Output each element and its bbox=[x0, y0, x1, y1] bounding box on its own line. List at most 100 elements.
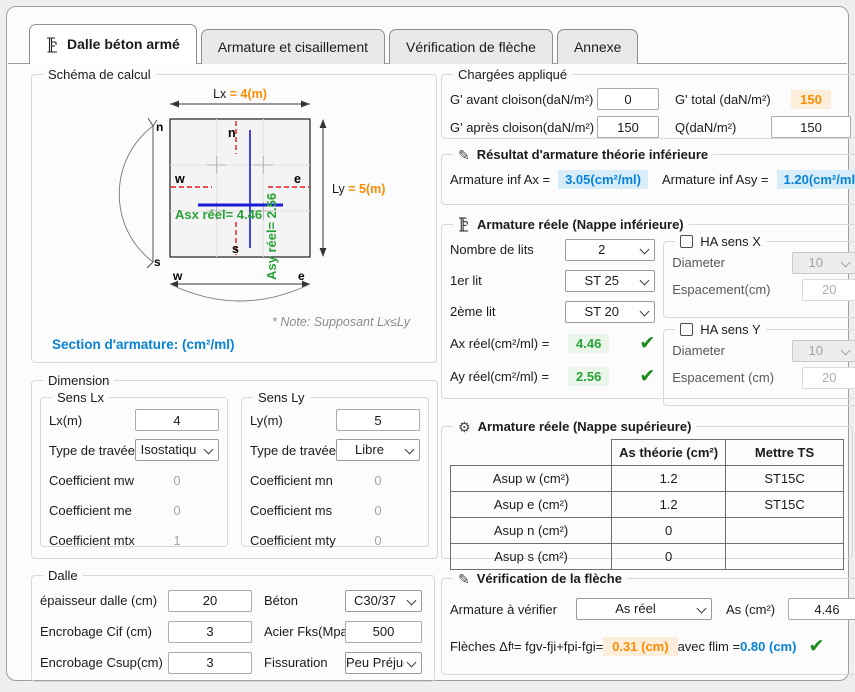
support-marks bbox=[171, 121, 309, 255]
diameter-y-label: Diameter bbox=[672, 343, 725, 358]
g-avant-input[interactable] bbox=[597, 88, 659, 110]
group-title: HA sens X bbox=[700, 234, 761, 249]
coef-mty-label: Coefficient mty bbox=[250, 532, 336, 548]
mettre-ts-value[interactable] bbox=[725, 517, 844, 544]
mettre-ts-value[interactable]: ST15C bbox=[725, 491, 844, 518]
travee-ly-select[interactable]: Libre bbox=[336, 439, 420, 461]
pencil-icon: ✎ bbox=[458, 570, 470, 587]
encrobage-csup-label: Encrobage Csup(cm) bbox=[40, 655, 163, 670]
lx-input[interactable] bbox=[135, 409, 219, 431]
bow-n-label: n bbox=[156, 120, 163, 134]
tab-label: Armature et cisaillement bbox=[217, 39, 368, 55]
fissuration-select[interactable]: Peu Préjud bbox=[345, 651, 422, 674]
rebar-icon bbox=[458, 217, 469, 232]
travee-ly-label: Type de travée bbox=[250, 442, 336, 458]
rebar-icon bbox=[47, 36, 57, 53]
as-theorie-value: 1.2 bbox=[611, 465, 727, 492]
as-theorie-value: 1.2 bbox=[611, 491, 727, 518]
epaisseur-input[interactable] bbox=[168, 589, 252, 612]
compass-n: n bbox=[228, 126, 236, 140]
formula-mid: = fgv-fji+fpi-fgi= bbox=[513, 638, 604, 654]
compass-s: s bbox=[232, 242, 239, 256]
bow-w-label: w bbox=[172, 269, 183, 283]
ha-sens-y-checkbox[interactable] bbox=[680, 323, 694, 336]
chevron-down-icon bbox=[637, 302, 654, 322]
chevron-down-icon bbox=[402, 440, 419, 460]
check-icon: ✔ bbox=[639, 366, 656, 387]
beton-label: Béton bbox=[264, 593, 298, 608]
nombre-lits-select[interactable]: 2 bbox=[565, 238, 656, 261]
tab-annexe[interactable]: Annexe bbox=[556, 29, 639, 64]
chevron-down-icon bbox=[838, 341, 855, 361]
group-title: Vérification de la flèche bbox=[476, 571, 622, 586]
coef-mn-value: 0 bbox=[374, 472, 382, 488]
lx-dimension-label: Lx = 4(m) bbox=[213, 87, 267, 101]
group-title: Chargées appliqué bbox=[458, 67, 568, 82]
mettre-ts-value[interactable]: ST15C bbox=[725, 465, 844, 492]
asy-reel-label: Asy réel= 2.56 bbox=[264, 193, 279, 280]
bow-e-label: e bbox=[298, 269, 305, 283]
armature-a-verifier-select[interactable]: As réel bbox=[576, 598, 712, 620]
coef-mw-label: Coefficient mw bbox=[49, 472, 135, 488]
lit2-label: 2ème lit bbox=[450, 304, 496, 319]
lit2-select[interactable]: ST 20 bbox=[565, 300, 656, 323]
ly-dimension-label: Ly = 5(m) bbox=[332, 182, 385, 196]
flim-value: 0.80 (cm) bbox=[740, 638, 797, 654]
slab-diagram: Lx = 4(m) Ly = 5(m) bbox=[118, 87, 385, 302]
flim-label: avec flim = bbox=[677, 638, 741, 654]
chevron-down-icon bbox=[404, 653, 421, 673]
formula-prefix: Flèches Δf bbox=[450, 638, 512, 654]
row-label: Asup e (cm²) bbox=[449, 491, 613, 518]
chevron-down-icon bbox=[838, 253, 855, 273]
fissuration-label: Fissuration bbox=[264, 655, 328, 670]
group-resultat-theorie: ✎ Résultat d'armature théorie inférieure … bbox=[441, 147, 855, 205]
q-input[interactable] bbox=[771, 116, 851, 138]
table-header-row: As théorie (cm²) Mettre TS bbox=[451, 439, 844, 466]
travee-lx-select[interactable]: Isostatiqu bbox=[135, 439, 219, 461]
group-ha-sens-y: HA sens Y Diameter 10 Espacement (cm) bbox=[663, 322, 855, 406]
ly-input[interactable] bbox=[336, 409, 420, 431]
tabstrip: Dalle béton armé Armature et cisaillemen… bbox=[29, 24, 639, 64]
nappe-superieure-table: As théorie (cm²) Mettre TS Asup w (cm²) … bbox=[449, 439, 844, 570]
encrobage-csup-input[interactable] bbox=[168, 651, 252, 674]
tab-verification-fleche[interactable]: Vérification de flèche bbox=[389, 29, 553, 64]
chevron-down-icon bbox=[637, 240, 654, 260]
delta-ft-value: 0.31 (cm) bbox=[603, 636, 678, 656]
group-verification-fleche: ✎ Vérification de la flèche Armature à vé… bbox=[441, 571, 855, 675]
coef-mtx-label: Coefficient mtx bbox=[49, 532, 135, 548]
g-total-value: 150 bbox=[791, 89, 831, 109]
table-row: Asup s (cm²) 0 bbox=[449, 543, 844, 570]
armature-inf-asy-value: 1.20(cm²/ml) bbox=[776, 169, 855, 189]
gear-icon: ⚙ bbox=[458, 418, 471, 435]
asx-reel-label: Asx réel= 4.46 bbox=[175, 207, 262, 222]
g-apres-input[interactable] bbox=[597, 116, 659, 138]
coef-ms-value: 0 bbox=[374, 502, 382, 518]
check-icon: ✔ bbox=[808, 635, 825, 657]
acier-input[interactable] bbox=[345, 620, 422, 643]
compass-w: w bbox=[174, 172, 185, 186]
ax-reel-label: Ax réel(cm²/ml) = bbox=[450, 336, 550, 351]
group-dimension: Dimension Sens Lx Lx(m) Type de travée I… bbox=[31, 373, 438, 559]
group-title: Armature réele (Nappe inférieure) bbox=[477, 217, 684, 232]
group-sens-ly: Sens Ly Ly(m) Type de travée Libre Coeff… bbox=[241, 390, 429, 548]
mettre-ts-value[interactable] bbox=[725, 543, 844, 570]
g-avant-label: G' avant cloison(daN/m²) bbox=[450, 91, 594, 107]
as-label: As (cm²) bbox=[726, 601, 776, 617]
fleche-formula: Flèches Δf t = fgv-fji+fpi-fgi= 0.31 (cm)… bbox=[450, 630, 855, 662]
lit1-select[interactable]: ST 25 bbox=[565, 269, 656, 292]
tab-armature-cisaillement[interactable]: Armature et cisaillement bbox=[200, 29, 385, 64]
chevron-down-icon bbox=[694, 599, 711, 619]
coef-me-value: 0 bbox=[173, 502, 181, 518]
g-total-label: G' total (daN/m²) bbox=[675, 91, 771, 107]
as-theorie-value: 0 bbox=[611, 543, 727, 570]
encrobage-cif-input[interactable] bbox=[168, 620, 252, 643]
pencil-icon: ✎ bbox=[458, 146, 470, 163]
travee-lx-label: Type de travée bbox=[49, 442, 135, 458]
tab-label: Vérification de flèche bbox=[406, 39, 536, 55]
as-input[interactable] bbox=[788, 598, 855, 620]
acier-label: Acier Fks(Mpa) bbox=[264, 624, 353, 639]
ha-sens-x-checkbox[interactable] bbox=[680, 235, 694, 248]
chevron-down-icon bbox=[404, 591, 421, 611]
beton-select[interactable]: C30/37 bbox=[345, 589, 422, 612]
tab-dalle-beton-arme[interactable]: Dalle béton armé bbox=[29, 24, 197, 64]
